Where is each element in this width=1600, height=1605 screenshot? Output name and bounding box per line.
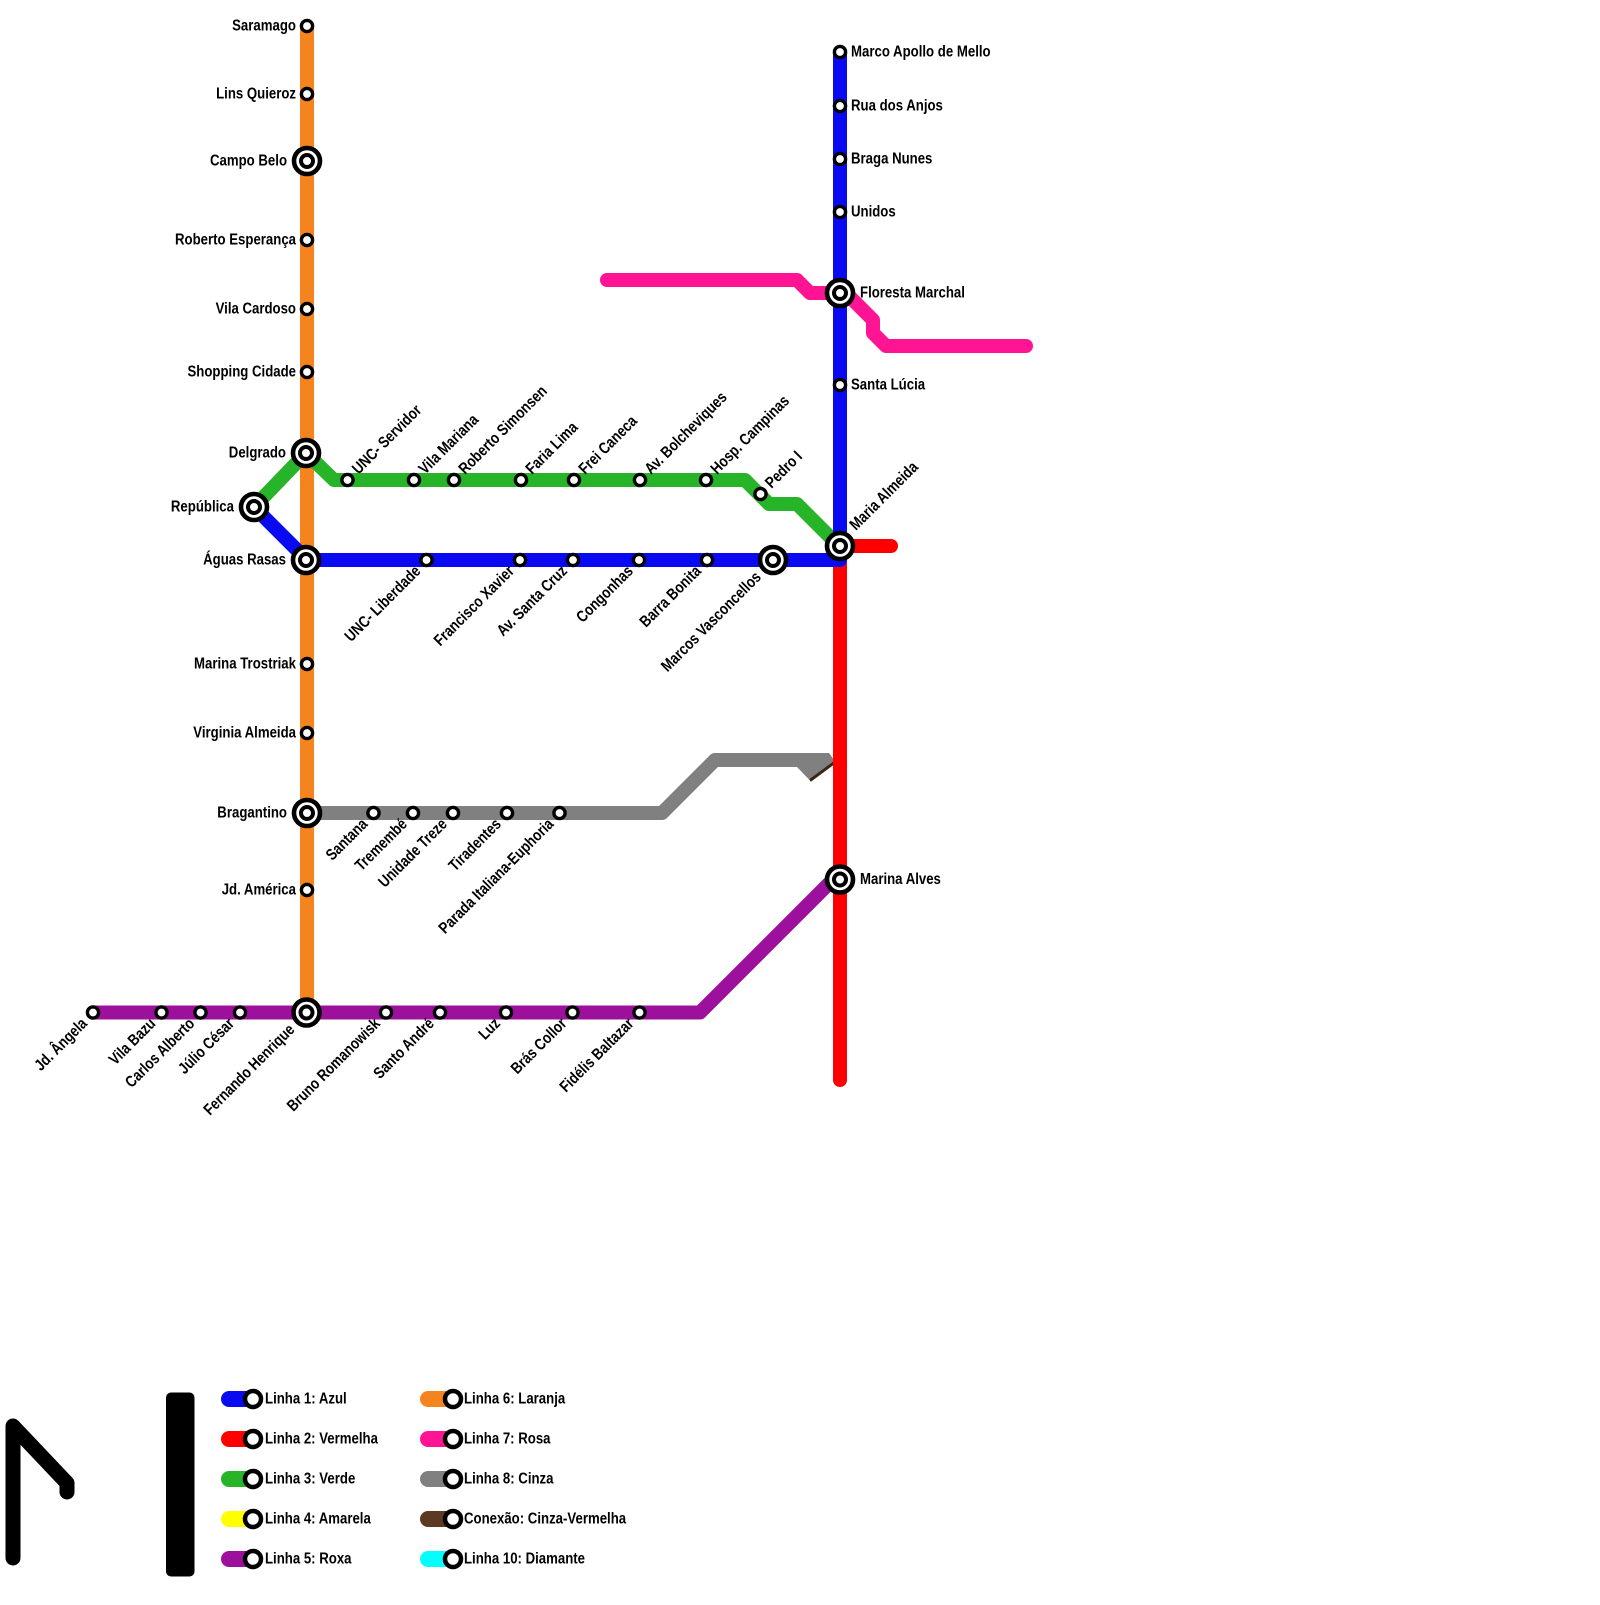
svg-text:Delgrado: Delgrado <box>229 445 286 462</box>
svg-text:Bragantino: Bragantino <box>217 805 287 822</box>
svg-text:Braga Nunes: Braga Nunes <box>851 151 932 168</box>
svg-text:Santa Lúcia: Santa Lúcia <box>851 377 925 394</box>
svg-text:Linha 6: Laranja: Linha 6: Laranja <box>464 1391 565 1408</box>
svg-text:Conexão: Cinza-Vermelha: Conexão: Cinza-Vermelha <box>464 1511 626 1528</box>
svg-text:Linha 1: Azul: Linha 1: Azul <box>265 1391 347 1408</box>
svg-text:Roberto Esperança: Roberto Esperança <box>175 232 296 249</box>
svg-text:Shopping Cidade: Shopping Cidade <box>188 364 297 381</box>
svg-text:Lins Quieroz: Lins Quieroz <box>216 86 296 103</box>
svg-text:Floresta Marchal: Floresta Marchal <box>860 285 965 302</box>
svg-text:Linha 7: Rosa: Linha 7: Rosa <box>464 1431 551 1448</box>
svg-text:Jd. América: Jd. América <box>222 882 296 899</box>
svg-text:Marina Alves: Marina Alves <box>860 871 941 888</box>
svg-text:República: República <box>171 499 234 516</box>
svg-text:Saramago: Saramago <box>232 18 296 35</box>
svg-text:Linha 10: Diamante: Linha 10: Diamante <box>464 1551 585 1568</box>
svg-text:Unidos: Unidos <box>851 204 896 221</box>
svg-text:Campo Belo: Campo Belo <box>210 153 287 170</box>
svg-text:Linha 5: Roxa: Linha 5: Roxa <box>265 1551 352 1568</box>
svg-text:Linha 3: Verde: Linha 3: Verde <box>265 1471 355 1488</box>
svg-text:Vila Cardoso: Vila Cardoso <box>216 301 297 318</box>
svg-text:Virginia Almeida: Virginia Almeida <box>193 725 296 742</box>
svg-text:Linha 4: Amarela: Linha 4: Amarela <box>265 1511 371 1528</box>
svg-text:Linha 2: Vermelha: Linha 2: Vermelha <box>265 1431 378 1448</box>
svg-text:Linha 8: Cinza: Linha 8: Cinza <box>464 1471 554 1488</box>
svg-text:Marco Apollo de Mello: Marco Apollo de Mello <box>851 44 991 61</box>
svg-text:Águas Rasas: Águas Rasas <box>203 550 286 569</box>
svg-text:Marina Trostriak: Marina Trostriak <box>194 656 296 673</box>
svg-text:Rua dos Anjos: Rua dos Anjos <box>851 98 943 115</box>
